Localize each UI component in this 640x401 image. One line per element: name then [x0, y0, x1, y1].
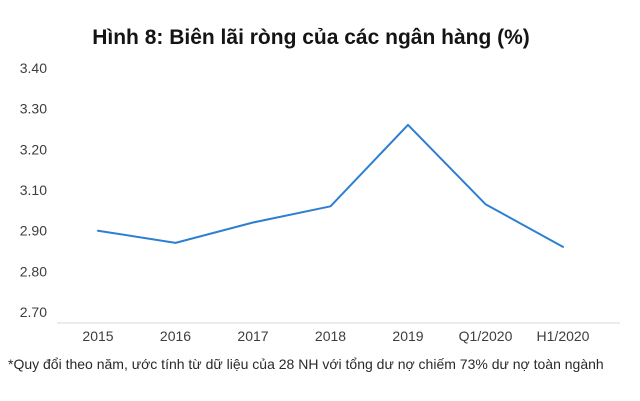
x-axis-tick-label: 2016 — [160, 328, 191, 344]
y-axis-tick-label: 2.80 — [20, 263, 47, 279]
y-axis-tick-label: 2.90 — [20, 223, 47, 239]
x-axis-tick-label: Q1/2020 — [459, 328, 513, 344]
x-axis-tick-label: 2015 — [82, 328, 113, 344]
y-axis-tick-label: 3.40 — [20, 60, 47, 76]
chart-title: Hình 8: Biên lãi ròng của các ngân hàng … — [92, 26, 530, 49]
nim-series-line — [97, 123, 564, 248]
x-axis-tick-label: 2019 — [392, 328, 423, 344]
x-axis-tick-label: H1/2020 — [537, 328, 590, 344]
y-axis-tick-label: 3.10 — [20, 182, 47, 198]
x-axis-tick-label: 2018 — [315, 328, 346, 344]
x-axis-tick-label: 2017 — [237, 328, 268, 344]
y-axis-tick-label: 3.30 — [20, 101, 47, 117]
chart-footnote: *Quy đổi theo năm, ước tính từ dữ liệu c… — [8, 356, 604, 372]
y-axis-tick-label: 2.70 — [20, 304, 47, 320]
y-axis-tick-label: 3.20 — [20, 141, 47, 157]
